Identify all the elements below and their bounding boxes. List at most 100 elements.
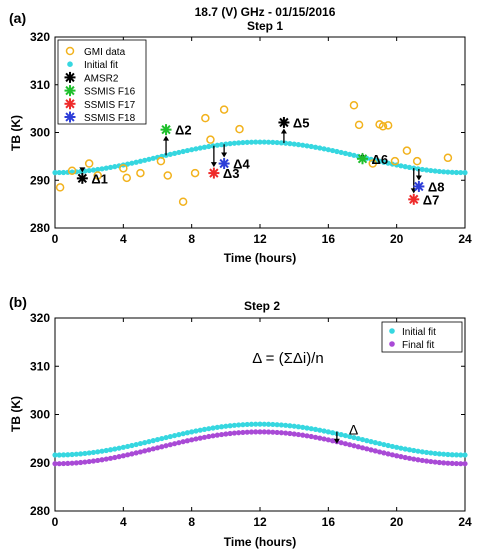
fit-point (402, 446, 408, 452)
legend-label: SSMIS F16 (84, 87, 136, 98)
legend-marker (389, 341, 395, 347)
fit-point (321, 146, 327, 152)
fit-point (193, 428, 199, 434)
fit-point (231, 140, 237, 146)
fit-point (231, 430, 237, 436)
gmi-point (163, 171, 172, 180)
fit-point (206, 143, 212, 150)
fit-point (441, 451, 447, 457)
fit-point (372, 448, 378, 454)
fit-point (201, 426, 208, 433)
fit-point (206, 433, 212, 440)
fit-point (411, 447, 417, 454)
fit-point (86, 450, 92, 456)
fit-point (218, 424, 225, 430)
fit-point (458, 461, 464, 467)
fit-point (342, 441, 349, 447)
fit-point (125, 443, 131, 450)
fit-point (227, 423, 233, 429)
fit-point (184, 430, 190, 436)
fit-point (189, 437, 195, 443)
fit-point (449, 169, 455, 175)
fit-point (210, 433, 216, 439)
fit-point (385, 442, 391, 449)
fit-point (69, 460, 75, 466)
fit-point (462, 452, 468, 458)
gmi-point (390, 156, 400, 166)
fit-point (56, 169, 62, 176)
fit-point (193, 146, 199, 152)
panel-a: (a) 18.7 (V) GHz - 01/15/2016 Step 1 0 4 8… (9, 5, 472, 265)
fit-point (265, 429, 272, 435)
fit-point (381, 159, 387, 165)
delta-arrow (163, 135, 170, 156)
satellite-point (357, 153, 368, 165)
fit-point (197, 427, 203, 433)
fit-point (283, 422, 289, 428)
gmi-point (402, 146, 412, 155)
fit-point (240, 429, 246, 436)
x-tick-label: 20 (390, 515, 404, 529)
fit-point (458, 169, 464, 176)
fit-point (270, 429, 276, 435)
fit-point (120, 453, 126, 459)
fit-point (133, 159, 139, 165)
fit-point (99, 448, 105, 454)
fit-point (95, 449, 101, 455)
fit-point (95, 166, 101, 173)
fit-point (342, 432, 349, 439)
fit-point (107, 455, 114, 461)
fit-point (129, 442, 135, 449)
fit-point (295, 431, 302, 438)
y-tick-label: 290 (30, 456, 50, 470)
delta-label: Δ2 (175, 123, 192, 138)
fit-point (376, 449, 383, 455)
fit-point (261, 421, 267, 427)
fit-point (317, 427, 323, 433)
gmi-point (119, 164, 128, 173)
fit-point (56, 461, 62, 467)
delta-label: Δ3 (223, 166, 240, 181)
fit-point (176, 432, 182, 438)
fit-point (125, 452, 131, 458)
fit-point (436, 451, 442, 457)
fit-point (453, 169, 460, 176)
fit-point (253, 429, 259, 435)
fit-point (261, 139, 267, 145)
y-tick-label: 280 (30, 221, 50, 235)
fit-point (338, 432, 344, 438)
fit-point (137, 440, 144, 447)
legend-label: GMI data (84, 47, 126, 58)
fit-point (304, 433, 310, 439)
fit-point (265, 139, 272, 145)
delta-arrow (333, 431, 340, 444)
fit-point (265, 421, 272, 427)
fit-point (428, 167, 434, 174)
legend-label: Final fit (402, 340, 434, 351)
fit-point (142, 157, 148, 163)
y-axis-label-b: TB (K) (9, 396, 23, 432)
fit-point (402, 164, 408, 170)
fit-point (90, 167, 97, 173)
fit-point (394, 453, 400, 459)
fit-point (257, 421, 263, 427)
fit-point (330, 147, 336, 154)
fit-point (73, 451, 79, 457)
fit-point (445, 169, 451, 175)
fit-point (78, 459, 84, 466)
panel-b: (b) Step 2 0 4 8 12 16 20 24 280 290 300 310 320 Δ … (9, 294, 472, 549)
fit-point (171, 432, 178, 439)
fit-point (78, 451, 84, 457)
fit-point (142, 448, 148, 454)
fit-point (180, 148, 186, 155)
satellite-point (218, 158, 230, 170)
y-tick-label: 290 (30, 173, 50, 187)
fit-point (227, 141, 233, 147)
fit-point (52, 452, 58, 458)
fit-point (56, 452, 62, 458)
delta-arrow (280, 128, 287, 144)
fit-point (308, 143, 314, 150)
fit-point (189, 147, 195, 153)
y-tick-label: 300 (30, 408, 50, 422)
fit-point (415, 448, 421, 454)
